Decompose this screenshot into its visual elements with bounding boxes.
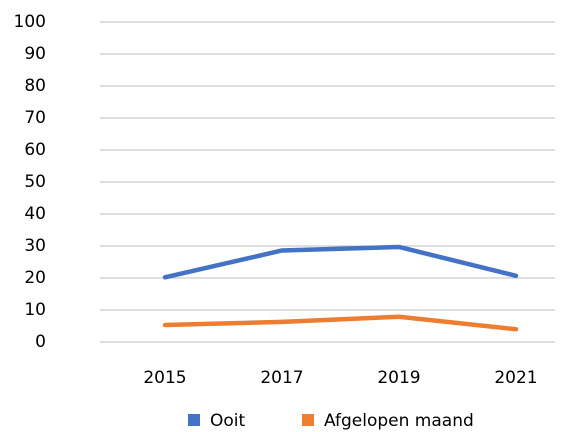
line-series xyxy=(162,244,519,280)
y-tick-label: 100 xyxy=(14,12,46,32)
y-tick-label: 90 xyxy=(24,44,46,64)
legend-swatch xyxy=(302,414,314,426)
y-tick-label: 80 xyxy=(24,76,46,96)
x-tick-label: 2017 xyxy=(260,368,303,388)
legend-label: Afgelopen maand xyxy=(324,411,474,431)
legend-label: Ooit xyxy=(210,411,246,431)
y-tick-label: 40 xyxy=(24,204,46,224)
y-tick-label: 60 xyxy=(24,140,46,160)
x-tick-label: 2019 xyxy=(377,368,420,388)
y-tick-label: 30 xyxy=(24,236,46,256)
legend-swatch xyxy=(188,414,200,426)
x-tick-label: 2015 xyxy=(143,368,186,388)
line-series xyxy=(162,314,519,332)
y-tick-label: 50 xyxy=(24,172,46,192)
x-tick-label: 2021 xyxy=(494,368,537,388)
y-tick-label: 20 xyxy=(24,268,46,288)
y-tick-label: 0 xyxy=(35,332,46,352)
y-tick-label: 10 xyxy=(24,300,46,320)
y-tick-label: 70 xyxy=(24,108,46,128)
